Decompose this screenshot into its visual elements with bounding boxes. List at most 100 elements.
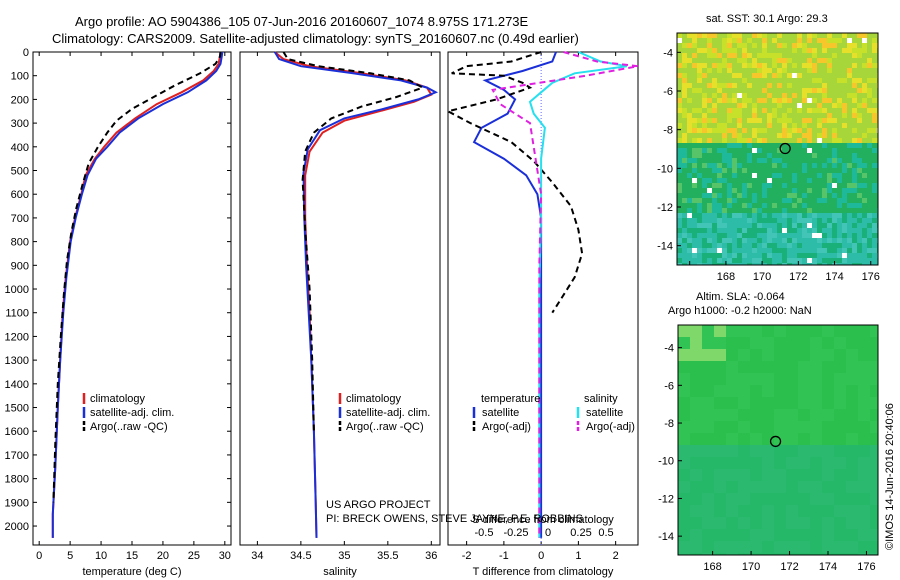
- map-cell: [742, 63, 747, 68]
- map-cell: [846, 433, 858, 445]
- map-cell: [677, 78, 682, 83]
- map-cell: [870, 385, 878, 397]
- map-cell: [782, 153, 787, 158]
- map-cell: [762, 421, 774, 433]
- map-cell: [792, 213, 797, 218]
- map-cell: [697, 228, 702, 233]
- map-cell: [847, 68, 852, 73]
- map-cell: [682, 138, 687, 143]
- map-cell: [798, 457, 810, 469]
- map-cell: [742, 108, 747, 113]
- x-tick-label: 0: [36, 550, 42, 562]
- map-cell: [738, 445, 750, 457]
- map-cell: [737, 153, 742, 158]
- map-cell: [858, 385, 870, 397]
- map-cell: [692, 173, 697, 178]
- map-cell: [762, 113, 767, 118]
- map-cell: [817, 258, 822, 263]
- map-cell: [757, 238, 762, 243]
- map-cell: [757, 128, 762, 133]
- map-cell: [832, 193, 837, 198]
- map-cell: [827, 88, 832, 93]
- map-cell: [797, 188, 802, 193]
- map-cell: [837, 143, 842, 148]
- map-cell: [742, 163, 747, 168]
- map-cell: [807, 208, 812, 213]
- map-cell: [767, 38, 772, 43]
- map-cell: [712, 178, 717, 183]
- map-cell: [727, 198, 732, 203]
- map-cell: [697, 128, 702, 133]
- map-cell: [762, 38, 767, 43]
- map-cell: [677, 53, 682, 58]
- map-cell: [802, 158, 807, 163]
- map-cell: [697, 148, 702, 153]
- map-cell: [777, 138, 782, 143]
- map-cell: [682, 48, 687, 53]
- map-cell: [777, 33, 782, 38]
- map-cell: [732, 243, 737, 248]
- map-cell: [822, 263, 827, 265]
- map-cell: [678, 505, 690, 517]
- map-cell: [767, 163, 772, 168]
- map-cell: [822, 213, 827, 218]
- map-cell: [727, 173, 732, 178]
- map-cell: [732, 98, 737, 103]
- map-cell: [692, 73, 697, 78]
- map-cell: [822, 173, 827, 178]
- map-cell: [682, 178, 687, 183]
- map-cell: [678, 409, 690, 421]
- map-cell: [712, 238, 717, 243]
- map-cell: [752, 53, 757, 58]
- map-cell: [742, 168, 747, 173]
- map-cell: [802, 93, 807, 98]
- map-cell: [812, 153, 817, 158]
- map-cell: [782, 113, 787, 118]
- map-y-tick-label: -8: [663, 125, 673, 137]
- map-cell: [792, 158, 797, 163]
- map-cell: [817, 168, 822, 173]
- map-cell: [812, 83, 817, 88]
- map-cell: [867, 258, 872, 263]
- map-cell: [692, 203, 697, 208]
- map-cell: [792, 63, 797, 68]
- map-cell: [722, 208, 727, 213]
- map-cell: [862, 178, 867, 183]
- map-cell: [842, 203, 847, 208]
- map-cell: [787, 203, 792, 208]
- map-cell: [832, 78, 837, 83]
- map-cell: [677, 143, 682, 148]
- map-cell: [847, 123, 852, 128]
- map-cell: [786, 469, 798, 481]
- map-cell: [807, 38, 812, 43]
- map-cell: [702, 43, 707, 48]
- map-cell: [810, 397, 822, 409]
- map-cell: [832, 228, 837, 233]
- map-cell: [862, 78, 867, 83]
- map-cell: [762, 88, 767, 93]
- map-cell: [727, 38, 732, 43]
- map-cell: [692, 248, 697, 253]
- map-cell: [737, 168, 742, 173]
- map-cell: [822, 103, 827, 108]
- map-cell: [747, 108, 752, 113]
- map-cell: [867, 63, 872, 68]
- map-cell: [787, 48, 792, 53]
- map-cell: [807, 203, 812, 208]
- map-cell: [817, 253, 822, 258]
- map-cell: [862, 93, 867, 98]
- map-cell: [692, 63, 697, 68]
- map-cell: [702, 421, 714, 433]
- map-cell: [774, 373, 786, 385]
- map-cell: [712, 183, 717, 188]
- map-cell: [702, 148, 707, 153]
- map-cell: [692, 213, 697, 218]
- map-cell: [872, 248, 877, 253]
- map-cell: [852, 223, 857, 228]
- map-cell: [727, 158, 732, 163]
- map-cell: [798, 541, 810, 553]
- map-cell: [812, 233, 817, 238]
- map-cell: [842, 128, 847, 133]
- map-cell: [722, 263, 727, 265]
- map-cell: [867, 123, 872, 128]
